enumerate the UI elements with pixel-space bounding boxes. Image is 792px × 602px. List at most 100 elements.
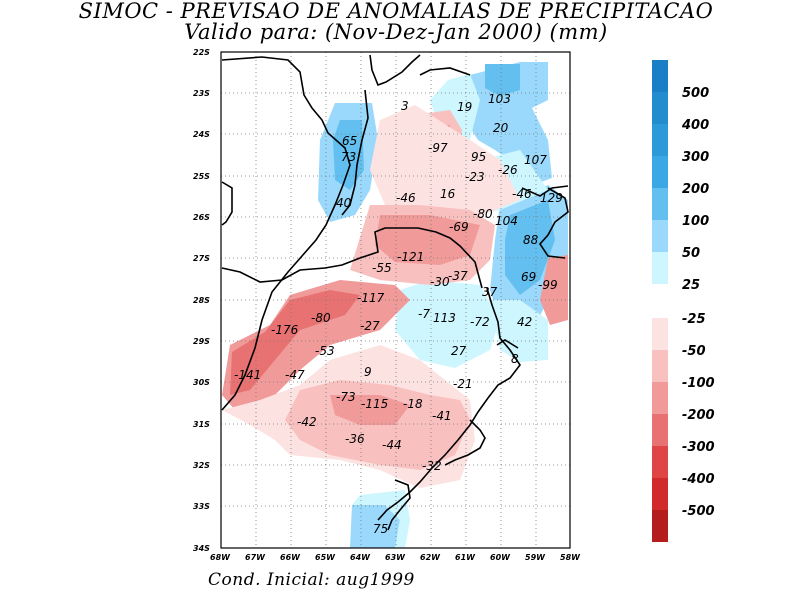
- legend-label: 200: [682, 182, 709, 197]
- border-line-11: [444, 419, 486, 466]
- country-borders: [221, 54, 569, 531]
- legend-swatch: [652, 478, 668, 510]
- legend-swatch: [652, 92, 668, 124]
- border-line-5: [341, 89, 369, 216]
- value-label: -47: [285, 368, 305, 382]
- legend-label: 100: [682, 214, 709, 229]
- value-label: 104: [495, 214, 518, 228]
- value-label: 9: [364, 365, 372, 379]
- value-label: 69: [521, 270, 536, 284]
- lat-label-26s: 26S: [193, 213, 210, 222]
- lat-label-34s: 34S: [193, 544, 210, 553]
- lat-label-24s: 24S: [193, 130, 210, 139]
- border-line-4: [419, 67, 471, 76]
- value-label: -53: [315, 344, 335, 358]
- value-label: -46: [512, 187, 532, 201]
- value-label: -37: [448, 269, 468, 283]
- legend-swatch: [652, 252, 668, 284]
- lon-label-62w: 62W: [420, 553, 441, 562]
- lat-label-29s: 29S: [193, 337, 210, 346]
- legend-swatch: [652, 156, 668, 188]
- lat-label-30s: 30S: [193, 378, 210, 387]
- negative-anomaly-west: [222, 280, 410, 410]
- lon-label-60w: 60W: [490, 553, 511, 562]
- value-label: 95: [471, 150, 486, 164]
- value-label: -30: [430, 275, 450, 289]
- value-label: 19: [457, 100, 472, 114]
- lat-label-32s: 32S: [193, 461, 210, 470]
- value-label: -69: [449, 220, 469, 234]
- positive-anomaly-center-light: [395, 280, 500, 368]
- legend-swatch: [652, 188, 668, 220]
- positive-anomaly-south: [350, 505, 400, 548]
- initial-condition-label: Cond. Inicial: aug1999: [208, 570, 415, 590]
- border-line-2: [221, 227, 483, 289]
- lat-label-25s: 25S: [193, 172, 210, 181]
- latitude-labels: 22S 23S 24S 25S 26S 27S 28S 29S 30S 31S …: [193, 48, 210, 553]
- legend-label: 400: [681, 118, 709, 133]
- value-label: -97: [428, 141, 448, 155]
- value-label: -55: [372, 261, 392, 275]
- lon-label-65w: 65W: [315, 553, 336, 562]
- negative-anomaly-east: [540, 255, 568, 325]
- legend-label: -100: [682, 376, 715, 391]
- border-line-12: [387, 479, 411, 531]
- value-label: -36: [345, 432, 365, 446]
- lon-label-63w: 63W: [385, 553, 406, 562]
- legend-swatch: [652, 446, 668, 478]
- positive-anomaly-east-edge: [490, 300, 548, 362]
- value-label: 27: [451, 344, 467, 358]
- map-subtitle: Valido para: (Nov-Dez-Jan 2000) (mm): [184, 20, 608, 44]
- legend-label: -200: [682, 408, 715, 423]
- gridlines: [221, 52, 570, 548]
- value-label: -115: [361, 397, 388, 411]
- value-label: 3: [401, 99, 409, 113]
- value-label: -18: [403, 397, 423, 411]
- legend-swatch: [652, 510, 668, 542]
- value-label: 129: [540, 191, 563, 205]
- negative-anomaly-south-core: [330, 395, 410, 425]
- border-line-7: [521, 185, 569, 197]
- lat-label-22s: 22S: [193, 48, 210, 57]
- value-label: -46: [396, 191, 416, 205]
- legend-swatch: [652, 60, 668, 92]
- value-label: -121: [397, 250, 424, 264]
- legend-swatch: [652, 124, 668, 156]
- anomaly-fields: [222, 62, 568, 548]
- value-label: -44: [382, 438, 402, 452]
- value-label: -80: [473, 207, 493, 221]
- legend-swatch: [652, 382, 668, 414]
- legend-label: 25: [682, 278, 700, 293]
- legend-label: -50: [682, 344, 706, 359]
- lon-label-61w: 61W: [455, 553, 476, 562]
- legend-swatch: [652, 318, 668, 350]
- positive-anomaly-east-core: [505, 200, 555, 295]
- legend-label: -400: [682, 472, 715, 487]
- positive-anomaly-north-east: [465, 62, 552, 188]
- value-label: -41: [432, 409, 452, 423]
- value-label: 16: [440, 187, 456, 201]
- longitude-labels: 68W 67W 66W 65W 64W 63W 62W 61W 60W 59W …: [210, 553, 581, 562]
- value-label: 113: [433, 311, 456, 325]
- value-label: -141: [234, 368, 261, 382]
- value-label: -26: [498, 163, 518, 177]
- legend-label: -300: [682, 440, 715, 455]
- value-label: -21: [453, 377, 473, 391]
- lat-label-28s: 28S: [193, 296, 210, 305]
- legend-label: 50: [682, 246, 700, 261]
- value-label: 20: [493, 121, 509, 135]
- value-label: -7: [418, 307, 430, 321]
- negative-anomaly-west-core: [230, 290, 360, 395]
- value-label: 37: [482, 285, 498, 299]
- lat-label-23s: 23S: [193, 89, 210, 98]
- value-label: 42: [517, 315, 532, 329]
- value-label: 73: [341, 150, 356, 164]
- anomaly-values: 3 19 103 65 -97 20 73 95 107 -26 -23 16 …: [234, 92, 563, 536]
- lat-label-31s: 31S: [193, 420, 210, 429]
- map-title: SIMOC - PREVISAO DE ANOMALIAS DE PRECIPI…: [78, 0, 714, 23]
- lon-label-68w: 68W: [210, 553, 231, 562]
- value-label: -80: [311, 311, 331, 325]
- value-label: -32: [422, 459, 442, 473]
- legend-label: -500: [682, 504, 715, 519]
- value-label: -99: [538, 278, 558, 292]
